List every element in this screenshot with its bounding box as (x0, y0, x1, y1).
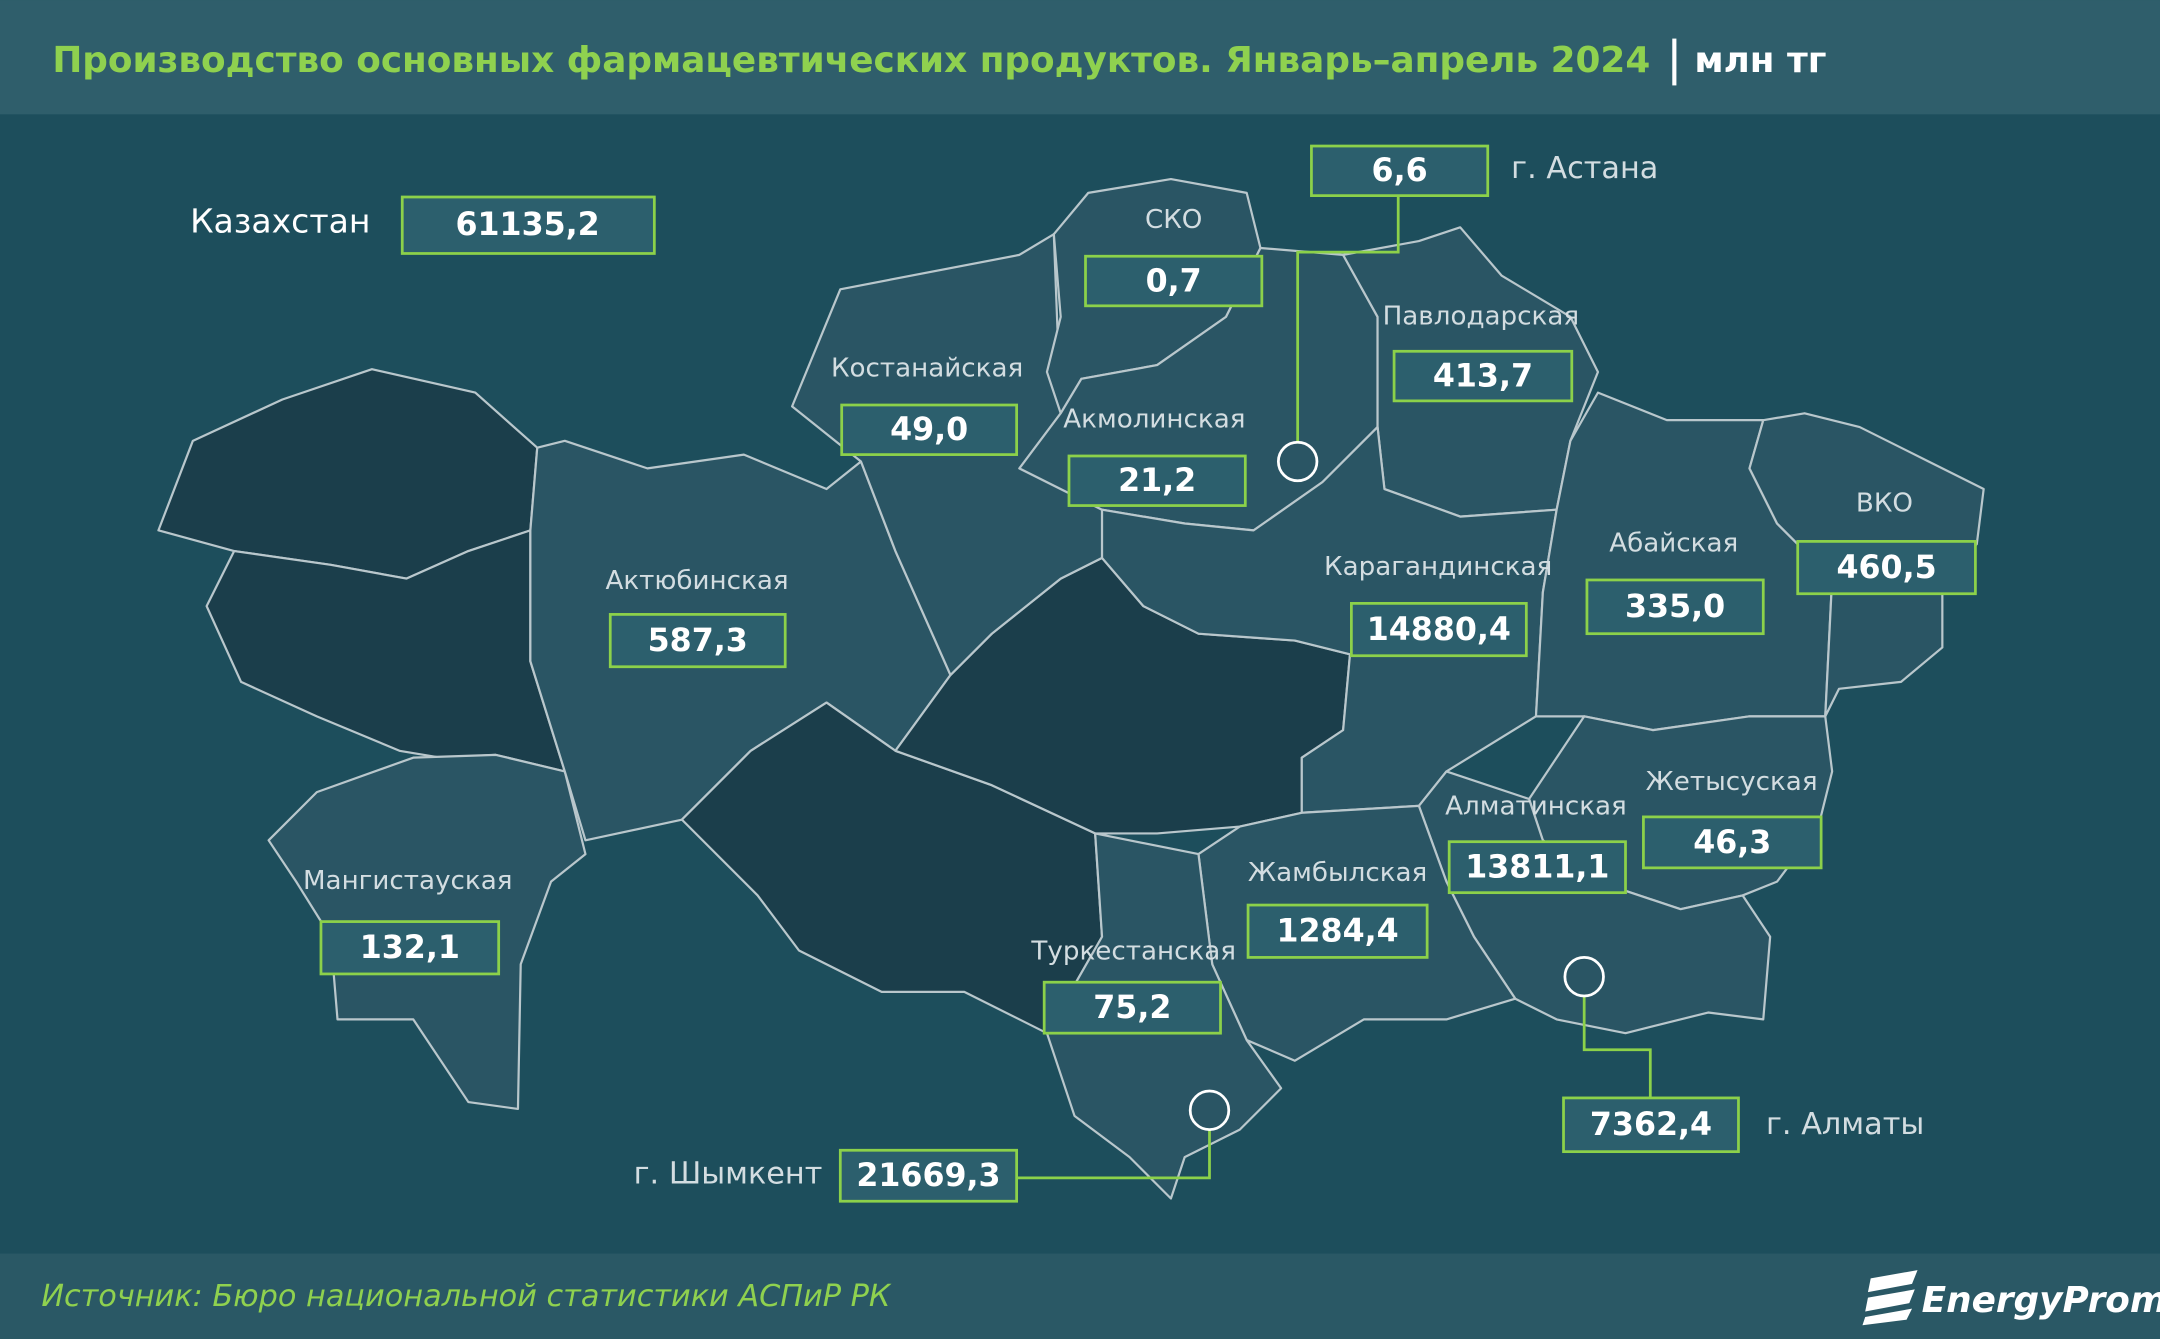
region-value: 21,2 (1118, 463, 1196, 499)
footer-bar (0, 1253, 2160, 1339)
region-label: Акмолинская (1063, 405, 1245, 435)
separator (1672, 38, 1677, 86)
value-box (1084, 254, 1264, 308)
value-box (1350, 602, 1528, 658)
value-box (608, 613, 787, 669)
value-box (1246, 903, 1429, 959)
value-box (1796, 540, 1977, 596)
value-box (1067, 454, 1247, 507)
value-box (1447, 840, 1627, 895)
region-label: Костанайская (831, 354, 1023, 384)
region-value: 1284,4 (1276, 914, 1398, 950)
title: Производство основных фармацевтических п… (52, 40, 1650, 81)
connectors (1016, 195, 1652, 1180)
region-value: 413,7 (1433, 358, 1533, 394)
value-box (838, 1148, 1019, 1203)
value-box (1642, 815, 1823, 870)
city-label: г. Шымкент (634, 1157, 823, 1192)
region-value: 49,0 (890, 412, 968, 448)
source: Источник: Бюро национальной статистики А… (41, 1279, 892, 1314)
brand-logo: EnergyProm (1862, 1270, 2160, 1326)
region-label: ВКО (1856, 489, 1913, 519)
brand: EnergyProm (1922, 1280, 2160, 1321)
value-box (840, 403, 1019, 456)
value-box (319, 920, 501, 976)
total-label: Казахстан (190, 202, 370, 241)
region-value: 0,7 (1146, 263, 1202, 299)
logo-icon (1862, 1270, 1918, 1326)
region-value: 6,6 (1372, 153, 1428, 189)
value-box (1562, 1096, 1740, 1154)
value-box (1310, 144, 1490, 197)
region-label: Туркестанская (1030, 936, 1236, 966)
header-bar (0, 0, 2160, 115)
value-box (1042, 980, 1222, 1035)
unit: млн тг (1694, 40, 1826, 81)
region-value: 132,1 (360, 930, 460, 966)
region-value: 14880,4 (1367, 612, 1511, 648)
total-box (400, 195, 656, 255)
region-label: Жамбылская (1248, 858, 1427, 888)
region-label: Павлодарская (1383, 301, 1580, 331)
region-value: 13811,1 (1465, 850, 1609, 886)
region-value: 7362,4 (1590, 1107, 1712, 1143)
region-value: 460,5 (1836, 550, 1936, 586)
value-box (1392, 349, 1574, 403)
region-label: Алматинская (1445, 792, 1627, 822)
city-label: г. Алматы (1766, 1107, 1924, 1142)
region-label: Актюбинская (605, 566, 788, 596)
region-value: 335,0 (1625, 589, 1725, 625)
region-value: 587,3 (648, 623, 748, 659)
city-marker (1563, 956, 1605, 998)
value-box (1585, 578, 1765, 636)
region-label: Абайская (1609, 529, 1738, 559)
total-value: 61135,2 (455, 207, 599, 243)
region-value: 75,2 (1093, 990, 1171, 1026)
region-label: Жетысуская (1646, 767, 1818, 797)
region-value: 46,3 (1693, 825, 1771, 861)
connector (1582, 995, 1652, 1098)
city-label: г. Астана (1511, 151, 1658, 186)
connector (1296, 195, 1400, 443)
region-label: Мангистауская (303, 866, 513, 896)
region-label: СКО (1145, 205, 1202, 235)
city-marker (1188, 1089, 1231, 1131)
region-value: 21669,3 (856, 1158, 1000, 1194)
connector (1016, 1129, 1211, 1180)
region-label: Карагандинская (1324, 552, 1552, 582)
city-marker (1276, 440, 1319, 483)
